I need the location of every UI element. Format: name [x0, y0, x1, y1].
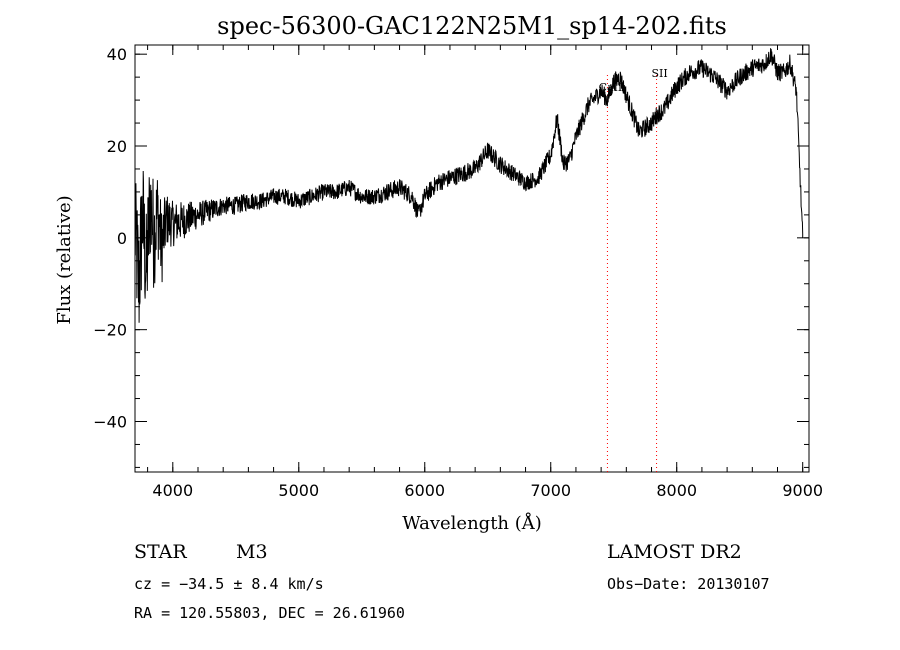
obs-date: Obs−Date: 20130107: [607, 575, 770, 593]
x-tick-label: 9000: [782, 481, 823, 500]
spectrum-line: [134, 48, 804, 323]
x-axis-label: Wavelength (Å): [402, 512, 542, 534]
x-tick-label: 4000: [152, 481, 193, 500]
x-tick-label: 6000: [404, 481, 445, 500]
object-class: STAR: [134, 541, 187, 563]
y-tick-label: −40: [93, 412, 127, 431]
x-tick-label: 5000: [278, 481, 319, 500]
x-tick-label: 8000: [656, 481, 697, 500]
survey-name: LAMOST DR2: [607, 541, 742, 563]
y-tick-label: −20: [93, 321, 127, 340]
marker-label: SII: [651, 67, 667, 80]
y-tick-label: 0: [117, 229, 127, 248]
y-tick-label: 40: [107, 45, 127, 64]
y-tick-label: 20: [107, 137, 127, 156]
coordinates: RA = 120.55803, DEC = 26.61960: [134, 604, 405, 622]
axis-ticks: 4000 5000 6000 7000 8000 9000 −40 −20 0 20 40: [93, 45, 823, 500]
redshift-text: cz = −34.5 ± 8.4 km/s: [134, 575, 324, 593]
y-axis-label: Flux (relative): [54, 195, 75, 324]
plot-frame: [134, 44, 810, 473]
object-subclass: M3: [236, 541, 268, 563]
spectrum-chart: spec-56300-GAC122N25M1_sp14-202.fits Wav…: [54, 12, 823, 534]
chart-title: spec-56300-GAC122N25M1_sp14-202.fits: [217, 12, 727, 40]
x-tick-label: 7000: [530, 481, 571, 500]
